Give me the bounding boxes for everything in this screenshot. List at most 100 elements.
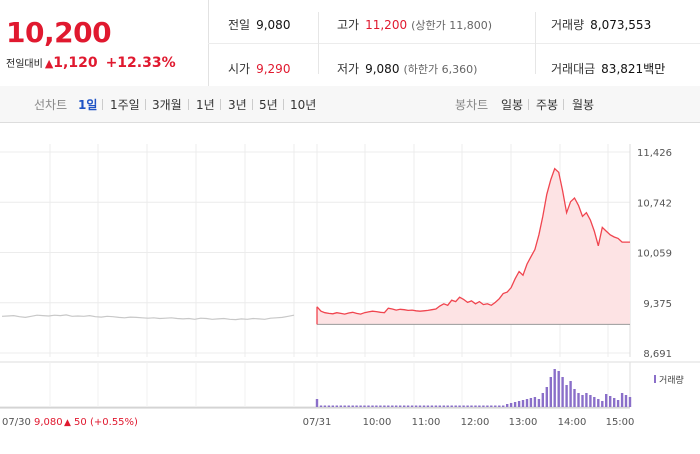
volume-bar [458,405,461,407]
metrics-separator [535,12,536,74]
volume-bar [442,405,445,407]
today-area-fill [317,168,630,325]
volume-bar [379,405,382,407]
volume-bar [347,405,350,407]
metric-value: 9,290 [256,62,291,76]
volume-bar [521,400,525,407]
volume-bar [624,395,628,407]
metric-label: 거래대금 [551,62,596,76]
volume-bar [367,405,370,407]
today-price-line [316,167,630,315]
volume-bar [315,399,319,407]
volume-bar [616,400,620,407]
x-tick-label: 12:00 [461,417,490,428]
tab-5years[interactable]: 5년 [259,98,278,112]
volume-bar [605,394,608,407]
price-box: 10,200 전일대비 ▲1,120 +12.33% [0,0,209,86]
toolbar-divider [102,99,103,110]
volume-bar [601,401,604,407]
volume-bar [593,397,596,407]
volume-bar [391,405,394,407]
metrics-divider [208,43,700,44]
volume-bar [355,405,358,407]
tab-3months[interactable]: 3개월 [152,98,182,112]
volume-bar [430,405,434,407]
metric-volume: 거래량 8,073,553 [551,16,651,33]
volume-bar [490,405,493,407]
volume-bar [422,405,426,407]
volume-bar [569,381,572,407]
volume-bar [577,393,580,407]
volume-bar [319,405,323,407]
volume-bar [335,405,338,407]
tab-weekly-candle[interactable]: 주봉 [536,98,559,112]
volume-bar [474,405,477,407]
line-chart-label: 선차트 [34,98,68,112]
current-price: 10,200 [6,16,112,49]
volume-bar [506,404,509,407]
y-tick-label: 10,742 [637,198,672,209]
metric-label: 고가 [337,18,360,32]
y-tick-label: 9,375 [643,299,672,310]
metric-value: 9,080 [256,18,291,32]
volume-bar [620,393,624,407]
change-value: 1,120 [53,55,98,71]
quote-panel: 10,200 전일대비 ▲1,120 +12.33% 전일 9,080 시가 9,290… [0,0,700,87]
prev-day-close: 9,080 [34,417,63,428]
y-tick-label: 8,691 [643,349,672,360]
volume-bar [597,399,600,407]
volume-bar [446,405,449,407]
tab-3years[interactable]: 3년 [228,98,247,112]
prev-day-change: 50 [74,417,87,428]
up-arrow-icon: ▲ [44,57,54,70]
volume-bar [537,399,541,407]
price-chart-svg: 11,426 10,742 10,059 9,375 8,691 거래량 07/31 10:0… [0,144,700,428]
metric-value: 8,073,553 [590,18,652,32]
metric-prev-close: 전일 9,080 [228,16,290,33]
volume-bar [470,405,473,407]
tab-1day[interactable]: 1일 [78,98,98,112]
volume-bar [414,405,418,407]
volume-bar [466,405,469,407]
volume-bar [561,377,564,407]
toolbar-divider [563,99,564,110]
volume-bar [434,405,438,407]
volume-bar [363,405,366,407]
prev-day-change-pct: (+0.55%) [90,417,138,428]
volume-bar [613,398,616,407]
volume-bar [375,405,378,407]
volume-legend-label: 거래량 [659,374,684,386]
volume-bar [323,405,327,407]
toolbar-divider [252,99,253,110]
metric-low: 저가 9,080 (하한가 6,360) [337,60,477,77]
tab-10years[interactable]: 10년 [290,98,317,112]
volume-bar [486,405,489,407]
change-label: 전일대비 [6,59,43,70]
volume-bar [509,403,513,407]
x-tick-label: 15:00 [606,417,635,428]
volume-bar [387,405,390,407]
volume-bar [359,405,362,407]
change-line: 전일대비 ▲1,120 +12.33% [6,55,176,71]
volume-bar [331,405,334,407]
tab-monthly-candle[interactable]: 월봉 [572,98,595,112]
volume-bar [525,399,529,407]
volume-bar [585,393,588,407]
volume-bar [609,396,612,407]
volume-bar [549,377,552,407]
x-tick-label: 14:00 [558,417,587,428]
volume-bar [581,395,584,407]
prev-day-date: 07/30 [2,417,31,428]
volume-bar [351,405,354,407]
volume-bar [383,405,386,407]
toolbar-divider [220,99,221,110]
metric-open: 시가 9,290 [228,60,290,77]
x-tick-label: 13:00 [509,417,538,428]
volume-bar [589,395,592,407]
tab-daily-candle[interactable]: 일봉 [501,98,524,112]
tab-1week[interactable]: 1주일 [110,98,140,112]
y-tick-label: 11,426 [637,148,672,159]
volume-bar [517,401,521,407]
tab-1year[interactable]: 1년 [196,98,215,112]
